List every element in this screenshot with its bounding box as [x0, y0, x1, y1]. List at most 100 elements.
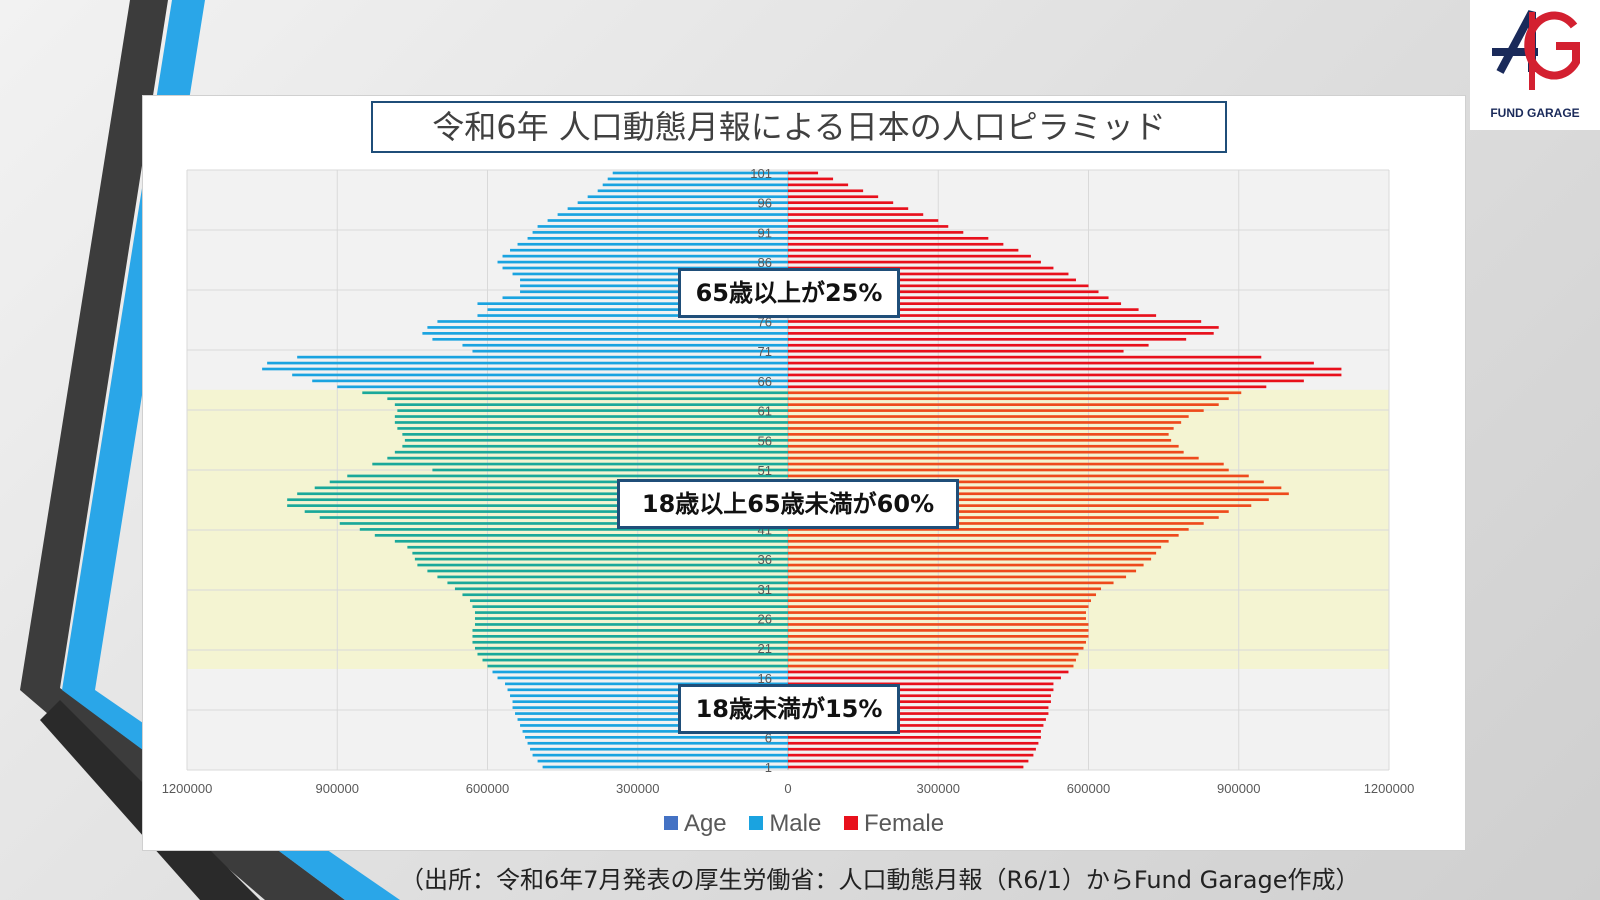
x-tick-label: 900000 [1217, 781, 1260, 796]
female-bar [788, 183, 849, 187]
female-bar [788, 718, 1046, 721]
female-bar [788, 534, 1179, 537]
chart-plot: 1611162126313641465156616671768186919610… [162, 166, 1415, 796]
female-bar [788, 765, 1024, 769]
male-bar [412, 551, 788, 555]
male-bar [502, 296, 788, 300]
female-bar [788, 682, 1054, 686]
male-bar [547, 219, 788, 222]
source-note: （出所：令和6年7月発表の厚生労働省：人口動態月報（R6/1）からFund Ga… [400, 866, 1360, 894]
male-bar [437, 575, 788, 579]
male-bar [532, 231, 788, 234]
male-bar [537, 759, 788, 763]
female-bar [788, 504, 1252, 507]
y-tick-label: 1 [765, 760, 772, 775]
female-bar [788, 409, 1204, 412]
female-bar [788, 332, 1214, 335]
female-bar [788, 753, 1034, 757]
y-tick-label: 51 [758, 463, 772, 478]
male-bar [312, 379, 788, 383]
female-bar [788, 403, 1219, 406]
female-bar [788, 219, 939, 222]
female-bar [788, 528, 1189, 531]
y-tick-label: 66 [758, 374, 772, 389]
male-bar [397, 409, 788, 412]
female-bar [788, 201, 894, 205]
chart-legend: Age Male Female [143, 810, 1465, 838]
female-bar [788, 248, 1019, 252]
female-bar [788, 266, 1054, 270]
female-bar [788, 397, 1229, 401]
female-bar [788, 735, 1041, 739]
male-bar [530, 747, 788, 751]
male-bar [472, 640, 788, 644]
y-tick-label: 91 [758, 225, 772, 240]
x-tick-label: 1200000 [162, 781, 213, 796]
female-bar [788, 207, 909, 210]
legend-item-female: Female [844, 810, 944, 838]
female-bar [788, 694, 1051, 698]
female-bar [788, 177, 834, 181]
male-bar [359, 528, 788, 531]
female-bar [788, 593, 1097, 597]
female-bar [788, 385, 1267, 389]
male-bar [520, 724, 788, 727]
male-bar [472, 349, 788, 353]
male-bar [387, 397, 788, 401]
female-bar [788, 302, 1122, 305]
y-tick-label: 26 [758, 612, 772, 627]
male-bar [304, 510, 788, 513]
male-bar [472, 635, 788, 638]
male-bar [347, 474, 788, 478]
logo-mark-icon [1492, 10, 1580, 90]
male-bar [505, 682, 788, 686]
male-bar [517, 718, 788, 721]
male-bar [510, 248, 788, 252]
y-tick-label: 6 [765, 730, 772, 745]
callout-elderly: 65歳以上が25% [678, 268, 900, 318]
male-bar [474, 646, 788, 650]
female-bar [788, 635, 1089, 638]
male-bar [512, 700, 788, 704]
female-bar [788, 557, 1152, 561]
male-bar [422, 332, 788, 335]
decor-dark-stripe [20, 0, 345, 900]
male-bar [527, 236, 788, 240]
y-tick-label: 36 [758, 552, 772, 567]
male-bar [287, 498, 788, 502]
y-tick-label: 76 [758, 314, 772, 329]
female-bar [788, 480, 1264, 484]
female-bar [788, 551, 1157, 555]
female-bar [788, 373, 1342, 377]
legend-swatch-age [663, 816, 678, 830]
female-bar [788, 296, 1109, 300]
male-bar [497, 260, 788, 264]
male-bar [339, 522, 788, 525]
male-bar [319, 516, 788, 519]
y-tick-label: 31 [758, 582, 772, 597]
male-bar [520, 284, 788, 288]
male-bar [502, 254, 788, 258]
x-tick-label: 0 [784, 781, 791, 796]
male-bar [472, 605, 788, 608]
male-bar [402, 433, 788, 436]
female-bar [788, 391, 1242, 395]
legend-label-female: Female [864, 810, 945, 837]
female-bar [788, 730, 1041, 733]
female-bar [788, 213, 924, 216]
male-bar [602, 183, 788, 187]
female-bar [788, 171, 819, 175]
female-bar [788, 664, 1074, 668]
male-bar [454, 587, 788, 591]
male-bar [542, 765, 788, 769]
female-bar [788, 284, 1089, 288]
male-bar [314, 486, 788, 490]
male-bar [387, 456, 788, 460]
population-pyramid-chart: 1611162126313641465156616671768186919610… [142, 95, 1466, 851]
female-bar [788, 195, 879, 199]
x-tick-label: 600000 [466, 781, 509, 796]
male-bar [487, 308, 788, 311]
male-bar [394, 415, 788, 418]
male-bar [297, 355, 788, 359]
female-bar [788, 225, 949, 228]
